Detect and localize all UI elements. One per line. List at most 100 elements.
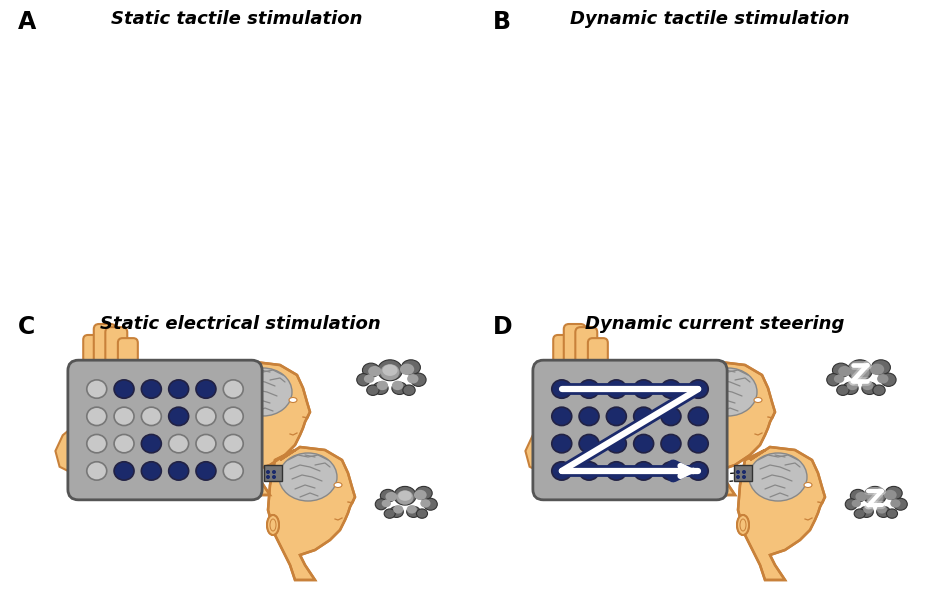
Ellipse shape bbox=[424, 498, 437, 510]
Ellipse shape bbox=[661, 434, 681, 453]
Ellipse shape bbox=[91, 394, 105, 406]
Ellipse shape bbox=[408, 374, 419, 384]
Ellipse shape bbox=[169, 380, 189, 399]
Ellipse shape bbox=[687, 430, 699, 450]
Ellipse shape bbox=[111, 431, 125, 443]
Ellipse shape bbox=[394, 486, 416, 505]
Ellipse shape bbox=[661, 380, 681, 399]
Ellipse shape bbox=[121, 449, 135, 461]
FancyBboxPatch shape bbox=[553, 335, 573, 405]
Text: Static electrical stimulation: Static electrical stimulation bbox=[100, 315, 380, 333]
Ellipse shape bbox=[142, 380, 162, 399]
Ellipse shape bbox=[267, 515, 279, 535]
Ellipse shape bbox=[382, 499, 391, 507]
Polygon shape bbox=[76, 397, 143, 470]
Ellipse shape bbox=[749, 453, 807, 501]
Ellipse shape bbox=[223, 434, 243, 453]
Ellipse shape bbox=[552, 462, 572, 480]
Ellipse shape bbox=[606, 380, 626, 399]
Ellipse shape bbox=[843, 382, 858, 394]
Ellipse shape bbox=[357, 373, 370, 386]
Ellipse shape bbox=[854, 509, 865, 518]
FancyBboxPatch shape bbox=[105, 327, 127, 406]
Ellipse shape bbox=[223, 380, 243, 399]
Ellipse shape bbox=[393, 505, 404, 514]
Ellipse shape bbox=[125, 394, 139, 406]
Circle shape bbox=[736, 470, 740, 474]
Ellipse shape bbox=[688, 434, 709, 453]
Ellipse shape bbox=[846, 381, 858, 390]
Ellipse shape bbox=[121, 411, 135, 423]
Ellipse shape bbox=[103, 409, 117, 421]
Ellipse shape bbox=[415, 486, 432, 500]
FancyBboxPatch shape bbox=[734, 465, 752, 481]
Ellipse shape bbox=[606, 462, 626, 480]
Circle shape bbox=[742, 470, 746, 474]
Ellipse shape bbox=[369, 366, 382, 376]
Ellipse shape bbox=[826, 373, 840, 386]
Polygon shape bbox=[55, 419, 86, 472]
Ellipse shape bbox=[114, 462, 134, 480]
FancyBboxPatch shape bbox=[588, 338, 608, 405]
Ellipse shape bbox=[862, 382, 877, 394]
Ellipse shape bbox=[877, 505, 887, 514]
Ellipse shape bbox=[196, 462, 216, 480]
Ellipse shape bbox=[114, 434, 134, 453]
Circle shape bbox=[266, 475, 270, 479]
Ellipse shape bbox=[279, 453, 337, 501]
Ellipse shape bbox=[414, 490, 427, 500]
Ellipse shape bbox=[142, 434, 162, 453]
Ellipse shape bbox=[687, 430, 699, 450]
Ellipse shape bbox=[196, 434, 216, 453]
FancyBboxPatch shape bbox=[84, 335, 104, 405]
Ellipse shape bbox=[169, 462, 189, 480]
Ellipse shape bbox=[580, 380, 599, 399]
Ellipse shape bbox=[881, 373, 896, 386]
Ellipse shape bbox=[416, 509, 428, 518]
Ellipse shape bbox=[634, 407, 654, 426]
Ellipse shape bbox=[85, 449, 99, 461]
Polygon shape bbox=[738, 447, 825, 580]
FancyBboxPatch shape bbox=[556, 462, 604, 491]
Ellipse shape bbox=[832, 363, 849, 378]
Ellipse shape bbox=[375, 499, 388, 510]
Circle shape bbox=[266, 470, 270, 474]
Ellipse shape bbox=[114, 380, 134, 399]
Ellipse shape bbox=[737, 515, 749, 535]
Ellipse shape bbox=[390, 506, 404, 517]
Ellipse shape bbox=[398, 491, 411, 501]
Ellipse shape bbox=[850, 364, 869, 380]
FancyBboxPatch shape bbox=[563, 324, 586, 406]
Polygon shape bbox=[268, 447, 355, 580]
Ellipse shape bbox=[556, 400, 568, 410]
Ellipse shape bbox=[407, 505, 417, 514]
Ellipse shape bbox=[142, 407, 162, 426]
Text: Dynamic current steering: Dynamic current steering bbox=[585, 315, 845, 333]
Ellipse shape bbox=[378, 360, 403, 381]
Circle shape bbox=[736, 475, 740, 479]
Ellipse shape bbox=[400, 363, 414, 375]
Ellipse shape bbox=[85, 411, 99, 423]
Ellipse shape bbox=[890, 499, 901, 507]
Ellipse shape bbox=[384, 509, 395, 518]
Ellipse shape bbox=[386, 492, 397, 501]
Ellipse shape bbox=[396, 490, 413, 505]
FancyBboxPatch shape bbox=[264, 465, 282, 481]
FancyBboxPatch shape bbox=[118, 338, 138, 405]
Circle shape bbox=[272, 475, 276, 479]
Ellipse shape bbox=[866, 490, 884, 505]
Ellipse shape bbox=[334, 483, 342, 488]
Ellipse shape bbox=[580, 434, 599, 453]
Ellipse shape bbox=[196, 407, 216, 426]
Ellipse shape bbox=[223, 407, 243, 426]
Ellipse shape bbox=[114, 407, 134, 426]
Ellipse shape bbox=[688, 462, 709, 480]
Polygon shape bbox=[688, 362, 775, 495]
Ellipse shape bbox=[846, 499, 857, 510]
Ellipse shape bbox=[850, 490, 865, 502]
Ellipse shape bbox=[847, 360, 872, 381]
Ellipse shape bbox=[367, 385, 379, 395]
Ellipse shape bbox=[392, 381, 404, 390]
Ellipse shape bbox=[634, 434, 654, 453]
Ellipse shape bbox=[804, 483, 812, 488]
